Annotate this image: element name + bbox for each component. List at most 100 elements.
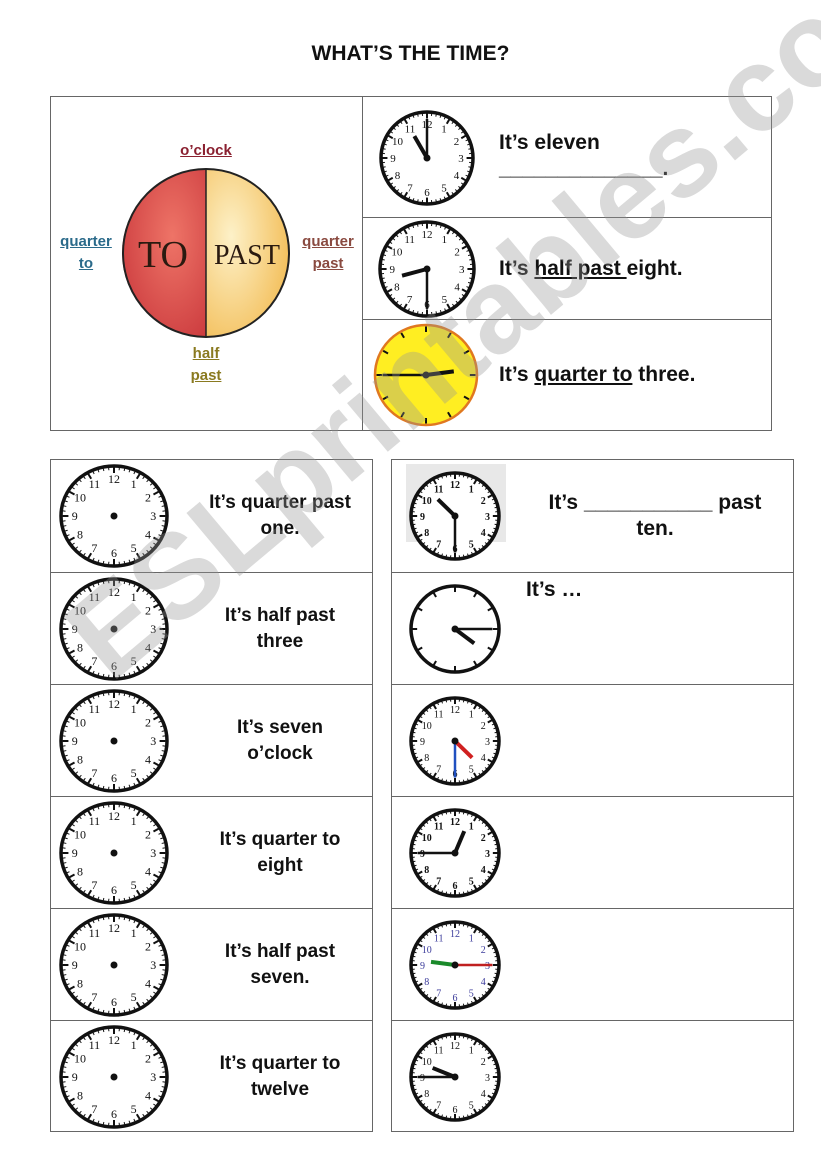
clock-tick <box>142 701 145 705</box>
clock-tick <box>493 1063 496 1066</box>
draw-the-time-table: 1 2 3 4 5 6 7 8 9 10 11 12 It’s quarter past one. 1 2 3… <box>50 459 373 1132</box>
clock-tick <box>444 227 446 230</box>
clock-tick <box>417 494 423 499</box>
clock-tick <box>446 303 451 309</box>
clock-tick <box>396 189 400 192</box>
clock-number: 8 <box>424 528 429 539</box>
hour-hand <box>453 739 474 760</box>
clock-tick <box>128 896 131 900</box>
clock-tick <box>452 303 455 307</box>
answer-blank[interactable]: ______________. <box>499 157 669 180</box>
clock-tick <box>92 557 95 561</box>
clock-tick <box>466 286 469 288</box>
clock-number: 5 <box>469 1101 474 1112</box>
clock-tick <box>465 174 468 177</box>
clock-tick <box>153 936 156 939</box>
read-sentence[interactable]: It’s ___________ past ten. <box>548 491 762 540</box>
clock-tick <box>75 932 79 935</box>
clock-tick <box>79 479 82 483</box>
clock-tick <box>66 983 70 986</box>
clock-number: 8 <box>77 1089 83 1103</box>
clock-tick <box>79 704 82 708</box>
clock-tick <box>458 127 461 131</box>
clock-tick <box>414 839 417 842</box>
clock-tick <box>128 582 131 586</box>
clock-tick <box>408 196 411 199</box>
clock-tick <box>491 723 495 726</box>
clock-tick <box>135 698 141 705</box>
clock-tick <box>461 288 467 293</box>
clock-number: 1 <box>441 124 447 136</box>
clock-tick <box>123 673 126 677</box>
read-sentence[interactable]: It’s … <box>526 578 583 601</box>
clock-tick <box>471 1000 473 1004</box>
clock-tick <box>463 395 470 401</box>
clock-tick <box>458 297 462 300</box>
clock-tick <box>387 176 394 182</box>
clock-number: 7 <box>407 294 413 306</box>
clock-tick <box>79 549 82 553</box>
clock-tick <box>64 725 68 728</box>
clock-tick <box>383 254 387 257</box>
clock-tick <box>439 115 442 118</box>
clock-tick <box>72 1048 75 1051</box>
clock-tick <box>487 607 493 612</box>
clock-center <box>451 961 459 969</box>
clock-tick <box>432 816 437 822</box>
draw-row: 1 2 3 4 5 6 7 8 9 10 11 12 It’s seven o’clock <box>51 684 372 796</box>
clock-tick <box>467 701 469 704</box>
clock-tick <box>461 294 465 297</box>
clock-number: 5 <box>131 654 137 668</box>
clock-number: 7 <box>436 877 441 888</box>
clock-tick <box>471 1038 473 1042</box>
clock-tick <box>97 672 100 676</box>
clock-tick <box>133 920 136 924</box>
clock-tick <box>429 1108 432 1112</box>
clock-tick <box>414 527 417 530</box>
draw-instruction: It’s half past three <box>224 605 336 652</box>
clock-number: 8 <box>77 641 83 655</box>
clock-tick <box>393 185 396 189</box>
clock-tick <box>422 991 426 994</box>
clock-tick <box>133 696 136 700</box>
clock-tick <box>422 936 426 939</box>
example-table: TO PAST o’clock quarter to quarter past ha… <box>50 96 772 431</box>
clock-number: 10 <box>74 604 86 618</box>
clock-tick <box>102 1009 105 1013</box>
example-sentence: It’s half past eight. <box>499 257 683 280</box>
clock-tick <box>491 835 495 838</box>
half-past-label: half past <box>190 345 222 384</box>
clock-tick <box>63 1066 67 1068</box>
clock-center <box>423 154 431 162</box>
clock-tick <box>467 170 470 173</box>
clock-tick <box>152 761 160 767</box>
clock-number: 7 <box>436 1101 441 1112</box>
clock-tick <box>66 759 70 762</box>
clock-icon <box>373 323 479 427</box>
clock-number: 5 <box>131 990 137 1004</box>
clock-tick <box>467 890 469 893</box>
past-word: PAST <box>214 240 280 271</box>
clock-tick <box>487 940 490 943</box>
clock-tick <box>161 1066 165 1068</box>
clock-tick <box>454 124 458 127</box>
clock-tick <box>102 560 105 564</box>
clock-number: 6 <box>111 995 117 1009</box>
clock-tick <box>417 870 423 875</box>
clock-tick <box>487 875 490 878</box>
draw-instruction: It’s quarter past one. <box>209 492 351 539</box>
clock-tick <box>386 139 389 142</box>
draw-instruction: It’s quarter to twelve <box>219 1053 341 1100</box>
clock-tick <box>429 884 432 888</box>
clock-tick <box>446 229 451 235</box>
clock-tick <box>429 481 432 485</box>
clock-tick <box>491 1092 495 1095</box>
clock-tick <box>72 600 75 603</box>
past-half <box>206 169 290 337</box>
